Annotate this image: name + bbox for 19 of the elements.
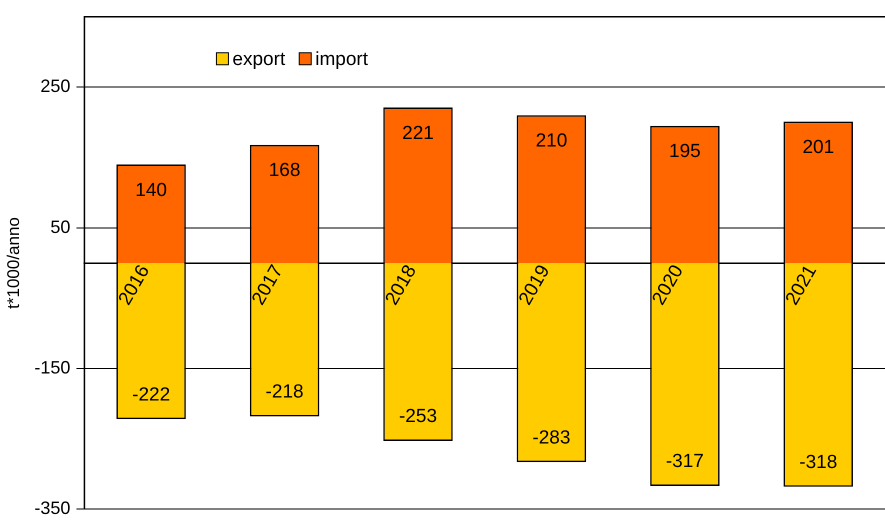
data-label: -218 [266, 382, 304, 403]
y-tick-label: 250 [40, 76, 70, 96]
data-label: 221 [402, 122, 434, 144]
y-tick-label: -350 [34, 498, 70, 518]
data-label: 195 [669, 141, 701, 162]
data-label: -283 [532, 427, 570, 448]
y-axis-title: t*1000/anno [4, 217, 23, 309]
y-tick-label: -150 [34, 357, 70, 378]
data-label: 140 [135, 180, 167, 201]
legend-label: import [315, 49, 369, 70]
data-label: -222 [132, 384, 170, 406]
data-label: 210 [536, 130, 568, 152]
data-label: -318 [799, 452, 838, 473]
data-label: -253 [398, 406, 438, 428]
data-label: 168 [268, 160, 300, 182]
data-label: 201 [802, 136, 834, 158]
data-label: -317 [666, 451, 704, 472]
y-tick-label: 50 [50, 216, 70, 237]
legend-label: export [232, 49, 286, 70]
